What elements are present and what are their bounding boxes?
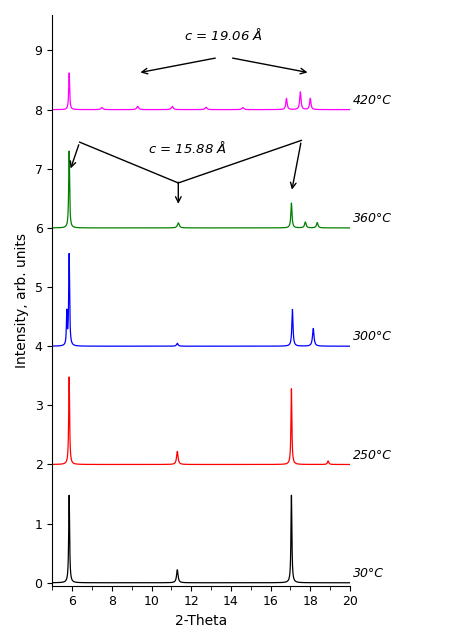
Text: $c$ = 15.88 Å: $c$ = 15.88 Å [147, 140, 227, 156]
Text: 300°C: 300°C [353, 331, 392, 343]
Text: 30°C: 30°C [353, 567, 384, 580]
Text: 360°C: 360°C [353, 212, 392, 225]
X-axis label: 2-Theta: 2-Theta [175, 614, 227, 628]
Y-axis label: Intensity, arb. units: Intensity, arb. units [15, 233, 29, 368]
Text: 420°C: 420°C [353, 94, 392, 107]
Text: $c$ = 19.06 Å: $c$ = 19.06 Å [184, 28, 264, 43]
Text: 250°C: 250°C [353, 449, 392, 462]
